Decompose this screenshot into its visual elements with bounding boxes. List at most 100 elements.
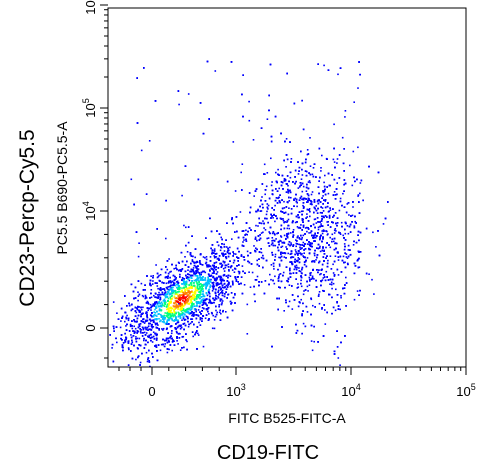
scatter-point xyxy=(335,288,337,291)
scatter-point xyxy=(134,327,137,330)
scatter-point xyxy=(353,225,356,227)
scatter-point xyxy=(161,303,164,305)
scatter-point xyxy=(190,299,192,302)
scatter-point xyxy=(260,127,263,129)
scatter-point xyxy=(205,256,208,258)
scatter-point xyxy=(299,185,301,187)
scatter-point xyxy=(341,225,343,228)
scatter-point xyxy=(304,260,307,263)
scatter-point xyxy=(311,191,314,193)
scatter-point xyxy=(172,305,175,307)
scatter-point xyxy=(262,231,264,234)
scatter-point xyxy=(224,266,227,269)
scatter-point xyxy=(302,322,305,325)
scatter-point xyxy=(135,311,138,314)
scatter-point xyxy=(320,273,322,275)
scatter-point xyxy=(289,176,292,179)
scatter-point xyxy=(247,254,249,257)
scatter-point xyxy=(274,244,277,247)
scatter-point xyxy=(246,233,248,236)
scatter-point xyxy=(164,289,166,291)
scatter-point xyxy=(329,255,332,257)
scatter-point xyxy=(332,263,334,266)
scatter-point xyxy=(174,297,177,300)
scatter-point xyxy=(179,325,182,327)
scatter-point xyxy=(152,275,154,277)
scatter-point xyxy=(155,334,157,336)
scatter-point xyxy=(212,314,214,317)
scatter-point xyxy=(137,299,139,302)
scatter-point xyxy=(143,337,145,340)
scatter-point xyxy=(314,234,316,236)
scatter-point xyxy=(264,229,267,231)
scatter-point xyxy=(297,227,300,229)
scatter-point xyxy=(174,308,176,310)
scatter-point xyxy=(155,264,157,266)
scatter-point xyxy=(332,282,335,285)
scatter-point xyxy=(327,192,330,195)
scatter-point xyxy=(280,246,282,248)
scatter-point xyxy=(171,311,173,314)
scatter-point xyxy=(344,261,346,264)
scatter-point xyxy=(270,264,273,266)
scatter-point xyxy=(248,271,250,273)
scatter-point xyxy=(195,261,197,264)
scatter-point xyxy=(321,230,323,232)
scatter-point xyxy=(336,222,339,224)
scatter-point xyxy=(325,230,327,232)
scatter-point xyxy=(161,293,164,296)
scatter-point xyxy=(177,293,179,296)
scatter-point xyxy=(197,280,200,282)
scatter-point xyxy=(213,327,216,330)
scatter-point xyxy=(313,218,316,221)
scatter-point xyxy=(221,292,224,294)
scatter-point xyxy=(171,314,173,317)
scatter-point xyxy=(281,181,284,184)
scatter-point xyxy=(159,320,161,323)
scatter-point xyxy=(136,337,139,340)
scatter-point xyxy=(306,285,309,288)
scatter-point xyxy=(164,312,166,314)
scatter-point xyxy=(249,206,252,209)
scatter-point xyxy=(209,256,212,258)
scatter-point xyxy=(217,297,220,299)
scatter-point xyxy=(356,178,358,181)
scatter-point xyxy=(356,290,359,292)
scatter-point xyxy=(295,264,298,267)
scatter-point xyxy=(201,307,204,309)
scatter-point xyxy=(359,182,362,184)
scatter-point xyxy=(192,267,195,269)
scatter-point xyxy=(306,230,308,233)
scatter-point xyxy=(234,231,236,233)
scatter-point xyxy=(272,239,274,242)
scatter-point xyxy=(144,320,147,323)
scatter-point xyxy=(266,118,269,120)
scatter-point xyxy=(292,272,295,274)
scatter-point xyxy=(157,294,159,296)
scatter-point xyxy=(220,236,222,239)
scatter-point xyxy=(344,116,346,118)
scatter-point xyxy=(336,162,338,164)
scatter-point xyxy=(185,226,187,229)
scatter-point xyxy=(152,331,155,333)
scatter-point xyxy=(193,314,196,316)
scatter-point xyxy=(241,265,244,267)
scatter-point xyxy=(169,271,171,273)
scatter-point xyxy=(191,259,194,261)
scatter-point xyxy=(317,63,319,65)
scatter-point xyxy=(274,220,276,223)
scatter-point xyxy=(229,275,232,277)
scatter-point xyxy=(151,323,153,326)
scatter-point xyxy=(342,192,344,195)
scatter-point xyxy=(305,190,308,192)
scatter-point xyxy=(338,209,341,212)
scatter-point xyxy=(214,70,217,72)
scatter-point xyxy=(353,101,355,103)
scatter-point xyxy=(300,210,303,213)
scatter-point xyxy=(294,265,296,267)
scatter-point xyxy=(301,213,303,216)
scatter-point xyxy=(170,270,172,273)
scatter-point xyxy=(163,294,165,296)
scatter-point xyxy=(299,270,302,273)
scatter-point xyxy=(214,292,217,295)
